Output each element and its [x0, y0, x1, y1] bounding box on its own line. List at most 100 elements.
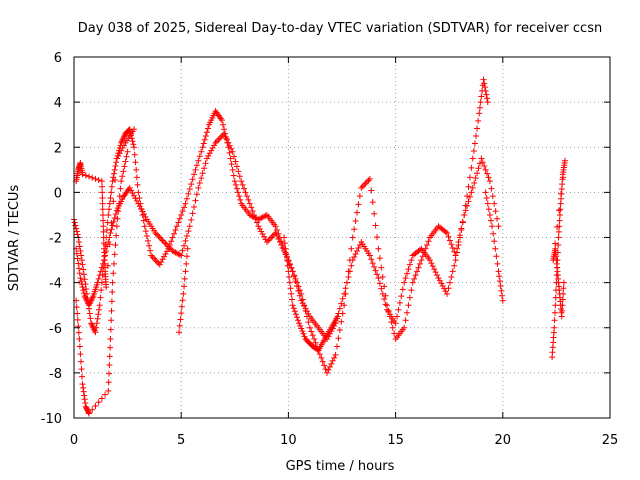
data-point-fill	[142, 228, 149, 235]
data-points	[71, 76, 568, 417]
data-point-fill	[555, 228, 562, 235]
data-point-fill	[111, 260, 118, 267]
data-point-fill	[200, 140, 207, 147]
data-point-fill	[258, 228, 265, 235]
data-point-fill	[74, 231, 81, 238]
data-point-fill	[381, 296, 388, 303]
y-tick-label: -2	[49, 232, 62, 247]
data-point-fill	[89, 174, 96, 181]
data-point-fill	[551, 309, 558, 316]
series-track-d	[73, 126, 138, 291]
data-point-fill	[111, 166, 118, 173]
data-point	[272, 223, 279, 230]
data-point	[103, 284, 110, 291]
data-point-fill	[132, 159, 139, 166]
data-point-fill	[555, 242, 562, 249]
data-point-fill	[225, 139, 232, 146]
data-point-fill	[374, 234, 381, 241]
data-point-fill	[142, 213, 149, 220]
data-point-fill	[425, 238, 432, 245]
x-axis-label: GPS time / hours	[286, 459, 395, 474]
data-point-fill	[77, 358, 84, 365]
data-point-fill	[151, 255, 158, 262]
data-point-fill	[193, 191, 200, 198]
data-point-fill	[309, 332, 316, 339]
data-point	[221, 130, 228, 137]
data-point-fill	[114, 215, 121, 222]
data-point-fill	[464, 193, 471, 200]
data-point-fill	[122, 158, 129, 165]
data-point-fill	[351, 226, 358, 233]
data-point-fill	[496, 273, 503, 280]
data-point-fill	[471, 179, 478, 186]
data-point-fill	[322, 366, 329, 373]
data-point-fill	[73, 228, 80, 235]
data-point-fill	[136, 203, 143, 210]
data-point-fill	[477, 99, 484, 106]
data-point-fill	[228, 145, 235, 152]
data-point-fill	[80, 388, 87, 395]
data-point-fill	[446, 237, 453, 244]
data-point-fill	[178, 303, 185, 310]
data-point-fill	[273, 232, 280, 239]
data-point-fill	[162, 251, 169, 258]
data-point-fill	[488, 185, 495, 192]
data-point-fill	[256, 225, 263, 232]
y-tick-label: 4	[54, 96, 62, 111]
data-point-fill	[100, 228, 107, 235]
data-point-fill	[182, 268, 189, 275]
x-tick-label: 25	[602, 433, 619, 448]
data-point-fill	[81, 290, 88, 297]
data-point	[96, 302, 103, 309]
data-point-fill	[95, 176, 102, 183]
data-point-fill	[205, 152, 212, 159]
data-point-fill	[226, 142, 233, 149]
data-point-fill	[87, 315, 94, 322]
data-point-fill	[496, 278, 503, 285]
data-point-fill	[438, 280, 445, 287]
data-point-fill	[85, 409, 92, 416]
data-point-fill	[117, 185, 124, 192]
data-point	[195, 184, 202, 191]
data-point-fill	[478, 93, 485, 100]
data-point-fill	[464, 202, 471, 209]
data-point-fill	[105, 379, 112, 386]
data-point-fill	[111, 251, 118, 258]
data-point-fill	[295, 317, 302, 324]
data-point-fill	[355, 201, 362, 208]
data-point-fill	[286, 273, 293, 280]
data-point-fill	[470, 148, 477, 155]
data-point-fill	[378, 264, 385, 271]
data-point	[178, 252, 185, 259]
data-point-fill	[339, 295, 346, 302]
data-point	[79, 381, 86, 388]
y-axis: -10 -8 -6 -4 -2 0 2 4 6	[41, 51, 610, 427]
data-point-fill	[131, 192, 138, 199]
data-point	[105, 387, 112, 394]
data-point-fill	[273, 226, 280, 233]
data-point-fill	[458, 226, 465, 233]
data-point-fill	[485, 206, 492, 213]
data-point-fill	[348, 262, 355, 269]
data-point	[124, 148, 131, 155]
data-point-fill	[364, 178, 371, 185]
data-point-fill	[299, 300, 306, 307]
data-point-fill	[181, 204, 188, 211]
data-point-fill	[462, 207, 469, 214]
data-point-fill	[202, 160, 209, 167]
data-point-fill	[338, 318, 345, 325]
data-point-fill	[115, 152, 122, 159]
data-point	[478, 155, 485, 162]
data-point-fill	[466, 174, 473, 181]
data-point-fill	[220, 121, 227, 128]
data-point	[92, 329, 99, 336]
data-point	[135, 189, 142, 196]
data-point-fill	[132, 195, 139, 202]
data-point-fill	[72, 222, 79, 229]
data-point-fill	[140, 217, 147, 224]
data-point-fill	[93, 324, 100, 331]
data-point-fill	[476, 160, 483, 167]
data-point-fill	[107, 344, 114, 351]
data-point	[444, 229, 451, 236]
data-point-fill	[379, 273, 386, 280]
